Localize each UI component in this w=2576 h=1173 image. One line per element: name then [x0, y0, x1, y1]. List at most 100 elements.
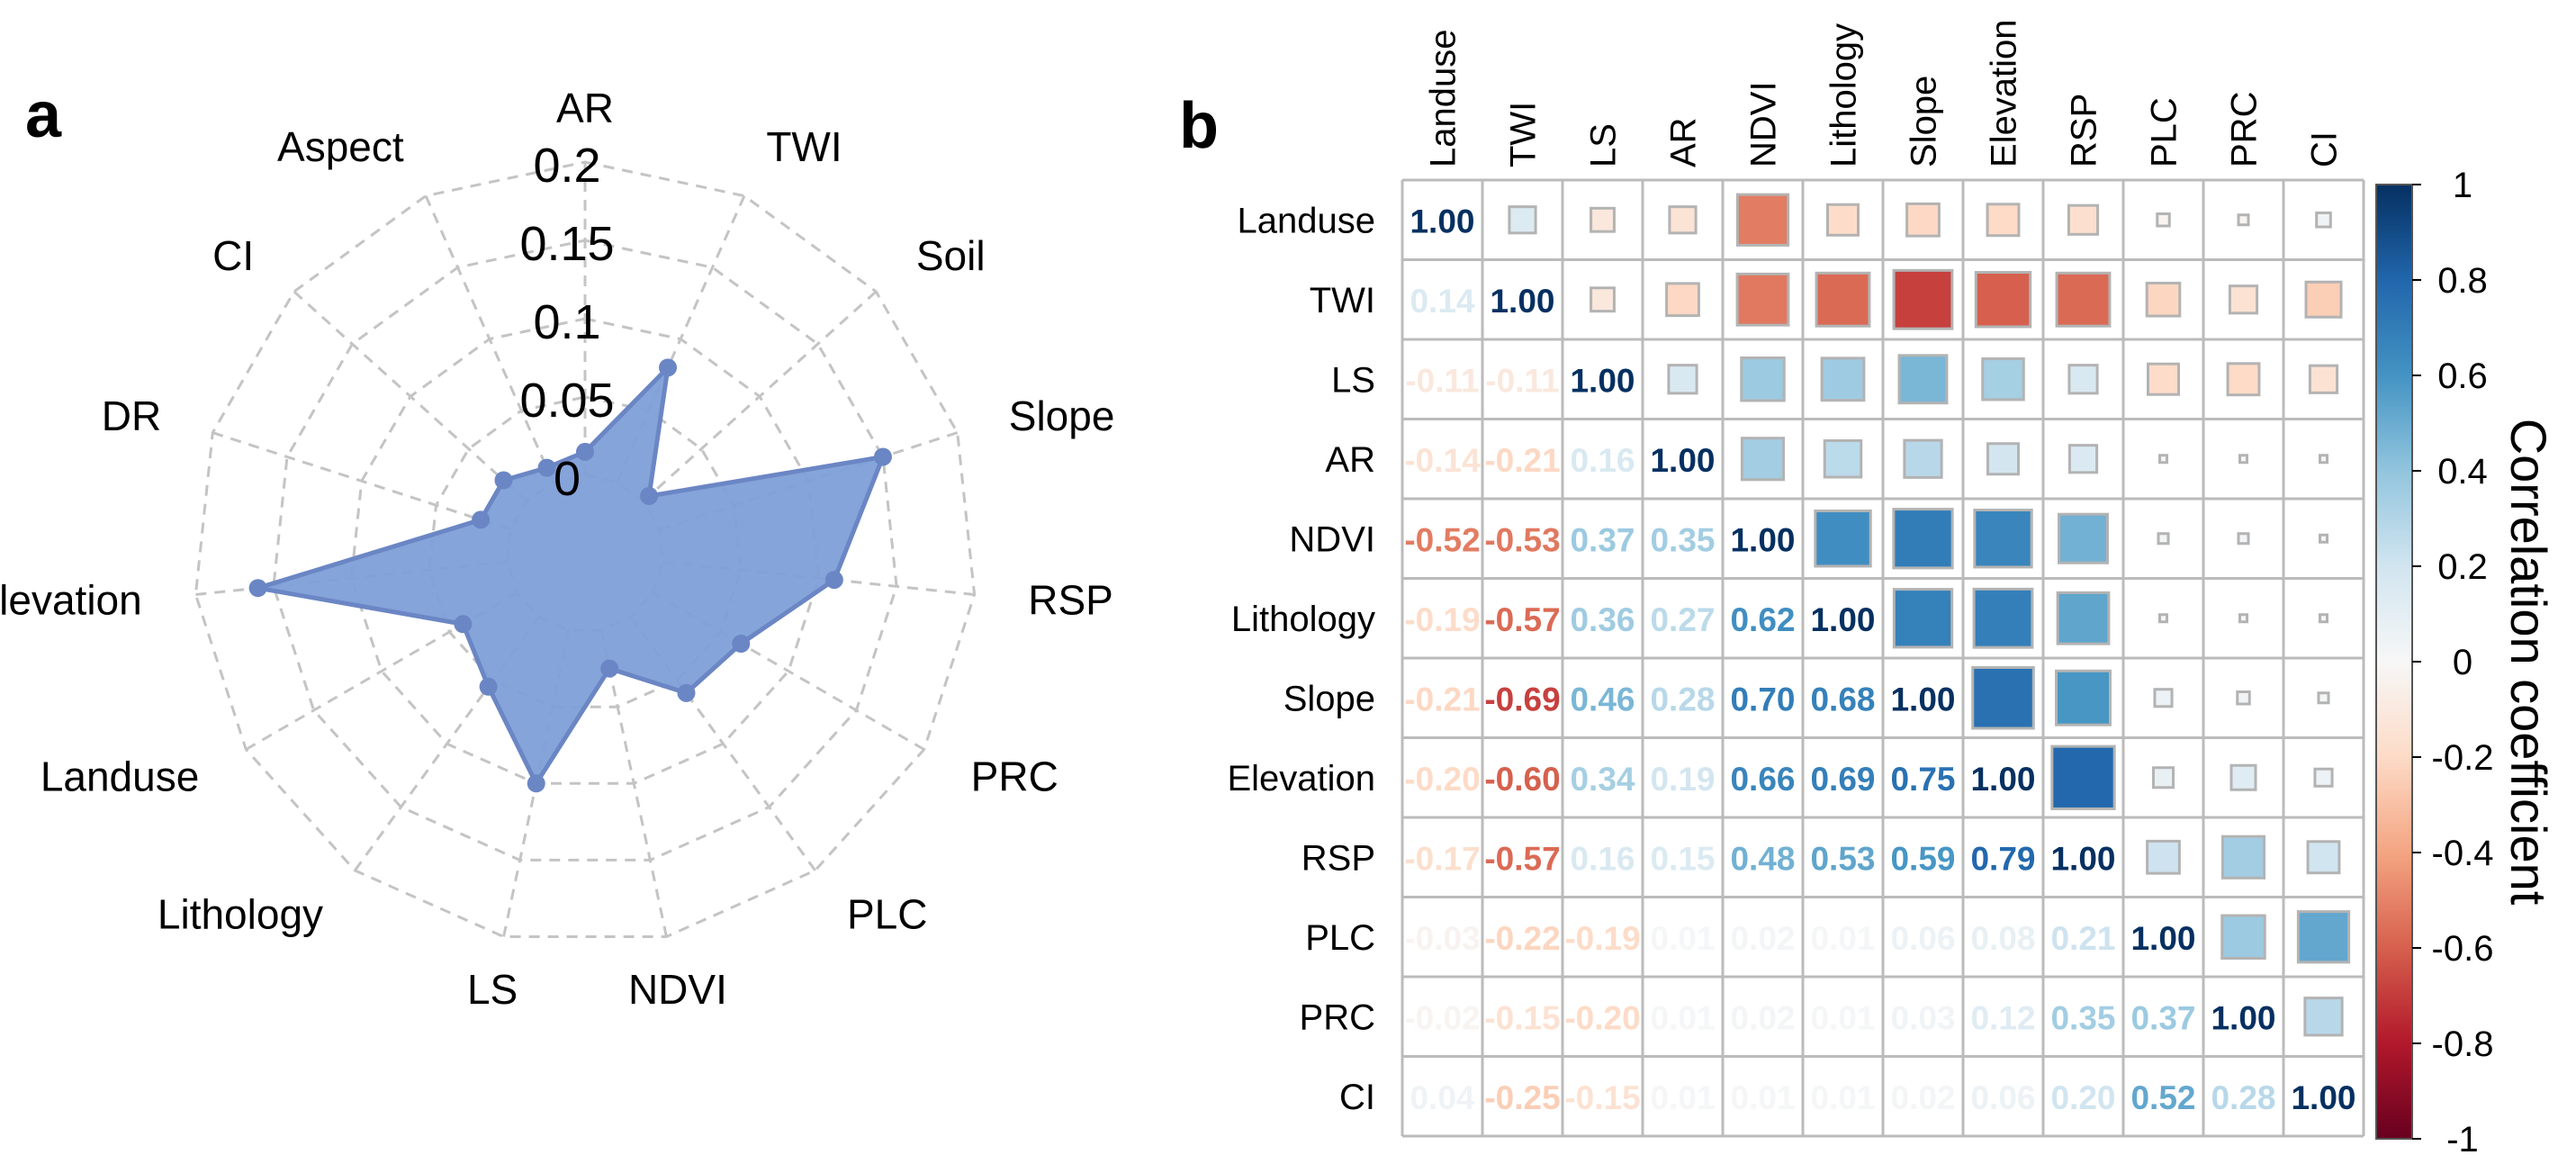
heatmap-cell-square [1892, 508, 1954, 570]
heatmap-cell-value: 1.00 [1730, 521, 1795, 558]
heatmap-cell-value: 0.19 [1650, 761, 1715, 798]
radar-axis-label: Slope [1009, 393, 1115, 439]
heatmap-cell-square [1903, 438, 1943, 479]
heatmap-cell-value: 1.00 [1810, 601, 1875, 638]
heatmap-row-label: Landuse [1238, 201, 1375, 240]
heatmap-cell-value: 0.62 [1730, 601, 1795, 638]
radar-axis-label: RSP [1028, 577, 1113, 624]
heatmap-cell-value: -0.60 [1484, 761, 1560, 798]
heatmap-cell-value: 1.00 [2050, 840, 2115, 877]
heatmap-cell-square [2313, 767, 2334, 788]
heatmap-cell-square [1740, 437, 1786, 482]
heatmap-col-label: CI [2305, 131, 2345, 167]
heatmap-cell-square [1981, 357, 2025, 402]
radar-axis-label: PLC [847, 890, 927, 937]
radar-radial-tick: 0 [554, 452, 581, 506]
colorbar-tick-label: 0.8 [2437, 261, 2488, 301]
heatmap-cell-square [2308, 364, 2339, 394]
heatmap-col-label: Landuse [1424, 30, 1464, 167]
heatmap-col-label: PLC [2145, 97, 2184, 167]
heatmap-col-label: AR [1664, 117, 1704, 167]
radar-spoke [424, 194, 554, 483]
heatmap-cell-value: 0.66 [1730, 761, 1795, 798]
radar-point [677, 683, 696, 702]
heatmap-cell-value: -0.19 [1404, 601, 1480, 638]
heatmap-col-label: RSP [2065, 94, 2104, 167]
radar-axis-label: Soil [916, 232, 986, 279]
heatmap-cell-square [1823, 438, 1863, 479]
heatmap-cell-square [1590, 286, 1616, 313]
heatmap-cell-square [2236, 690, 2251, 706]
heatmap-cell-value: -0.53 [1484, 521, 1560, 558]
panel-label-b: b [1179, 90, 1219, 162]
radar-axis-label: PRC [971, 753, 1058, 800]
radar-point [527, 774, 545, 793]
radar-axis-label: TWI [766, 123, 842, 170]
heatmap-cell-square [2145, 281, 2182, 318]
heatmap-cell-square [2151, 766, 2175, 790]
heatmap-cell-square [2315, 211, 2332, 229]
heatmap-cell-value: -0.57 [1484, 601, 1560, 638]
radar-chart: 0 0.05 0.1 0.15 0.2 AR TWI Soil Slope RSP PRC PLC ND… [0, 85, 1114, 1013]
heatmap-cell-value: -0.11 [1405, 362, 1479, 399]
heatmap-cell-value: -0.20 [1564, 999, 1640, 1036]
radar-point [732, 635, 751, 654]
heatmap-row-label: AR [1325, 440, 1375, 480]
heatmap-row-label: Elevation [1227, 759, 1375, 799]
radar-radial-tick: 0.1 [533, 295, 600, 349]
heatmap-cell-square [1665, 282, 1700, 318]
panel-label-a: a [25, 79, 62, 151]
heatmap-cell-square [2057, 512, 2110, 564]
radar-point [248, 579, 267, 598]
radar-point [873, 447, 892, 466]
heatmap-col-label: NDVI [1744, 81, 1784, 167]
heatmap-cell-value: 0.37 [2130, 999, 2195, 1036]
colorbar-label: Correlation coefficient [2500, 419, 2557, 906]
heatmap-cell-value: 1.00 [2130, 920, 2195, 957]
heatmap-cell-square [1973, 509, 2033, 569]
heatmap-cell-square [2306, 840, 2341, 875]
heatmap-cell-square [1668, 205, 1698, 235]
radar-spoke [245, 591, 518, 751]
heatmap-cell-square [2153, 688, 2174, 708]
heatmap-cell-square [1820, 356, 1866, 402]
heatmap-cell-value: 1.00 [1890, 681, 1955, 717]
heatmap-cell-square [2296, 910, 2351, 964]
heatmap-cell-value: 0.21 [2050, 920, 2115, 957]
heatmap-cell-square [2319, 454, 2328, 465]
heatmap-cell-square [2226, 362, 2261, 397]
radar-spoke [629, 616, 816, 871]
heatmap-col-label: Elevation [1985, 19, 2024, 167]
heatmap-cell-value: 0.16 [1570, 840, 1635, 877]
heatmap-cell-value: 0.01 [1730, 1079, 1795, 1116]
heatmap-cell-square [1826, 203, 1860, 237]
radar-point [640, 486, 659, 505]
heatmap-cell-square [2158, 613, 2168, 624]
heatmap-cell-square [2157, 532, 2170, 546]
heatmap-cell-value: 0.01 [1810, 1079, 1875, 1116]
heatmap-cell-value: 0.79 [1970, 840, 2035, 877]
heatmap-cell-value: 0.52 [2130, 1079, 2195, 1116]
heatmap-cell-square [2319, 533, 2328, 544]
heatmap-row-label: RSP [1302, 838, 1375, 878]
radar-point [494, 471, 513, 490]
heatmap-row-label: Lithology [1231, 600, 1375, 639]
heatmap-cell-square [2158, 454, 2168, 465]
heatmap-cell-value: -0.57 [1484, 840, 1560, 877]
heatmap-cell-square [1815, 271, 1871, 328]
heatmap-cell-square [1740, 356, 1786, 402]
colorbar-tick-label: 1 [2453, 166, 2472, 205]
heatmap-cell-square [1814, 510, 1872, 568]
heatmap-cell-square [2067, 444, 2099, 474]
radar-axis-label: Aspect [277, 123, 404, 170]
radar-series-area [256, 365, 886, 786]
heatmap-cell-square [1986, 442, 2020, 476]
heatmap-cell-value: -0.15 [1484, 999, 1560, 1036]
radar-axis-label: AR [556, 85, 614, 131]
heatmap-cell-value: 0.46 [1570, 681, 1635, 717]
heatmap-cell-value: 0.02 [1890, 1079, 1955, 1116]
heatmap-cell-value: -0.21 [1484, 442, 1560, 479]
heatmap-cell-square [2238, 454, 2248, 465]
heatmap-cell-square [2067, 364, 2099, 395]
correlation-heatmap: Landuse Landuse TWI TWI LS LS AR AR NDVI NDVI Lith… [1227, 19, 2365, 1138]
